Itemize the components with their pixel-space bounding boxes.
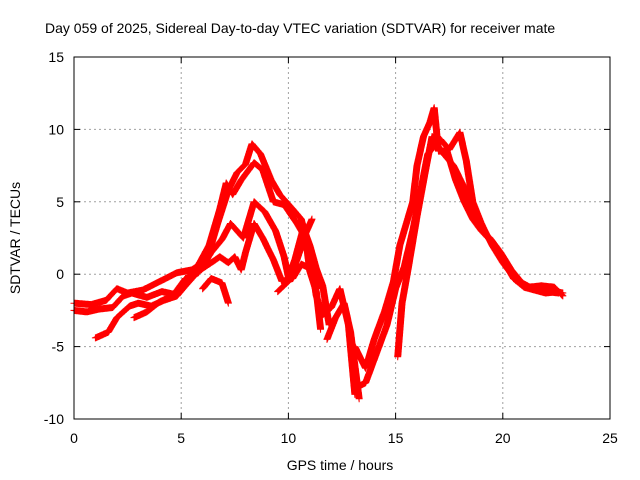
ticks: 0 5 10 15 20 25 -10 -5 0 5 10 15	[44, 49, 618, 446]
y-tick-label: -5	[52, 339, 65, 355]
series-track-6	[274, 215, 316, 296]
data-marker-path	[199, 275, 232, 307]
y-tick-label: 10	[48, 121, 64, 137]
y-tick-label: 0	[56, 266, 64, 282]
y-axis-label: SDTVAR / TECUs	[7, 182, 23, 294]
plot-frame	[73, 56, 611, 420]
x-tick-label: 10	[281, 430, 297, 446]
x-tick-label: 25	[602, 430, 618, 446]
chart-title: Day 059 of 2025, Sidereal Day-to-day VTE…	[45, 20, 555, 36]
x-tick-label: 15	[388, 430, 404, 446]
data-points	[70, 104, 567, 403]
grid	[74, 57, 610, 419]
data-marker-path	[394, 128, 567, 361]
x-axis-label: GPS time / hours	[287, 457, 394, 473]
x-tick-label: 5	[177, 430, 185, 446]
data-marker-path	[274, 215, 316, 296]
y-tick-label: -10	[44, 411, 64, 427]
y-tick-label: 15	[48, 49, 64, 65]
x-tick-label: 0	[70, 430, 78, 446]
x-tick-label: 20	[495, 430, 511, 446]
y-tick-label: 5	[56, 194, 64, 210]
series-track-10	[394, 128, 567, 361]
series-track-5	[199, 275, 232, 307]
